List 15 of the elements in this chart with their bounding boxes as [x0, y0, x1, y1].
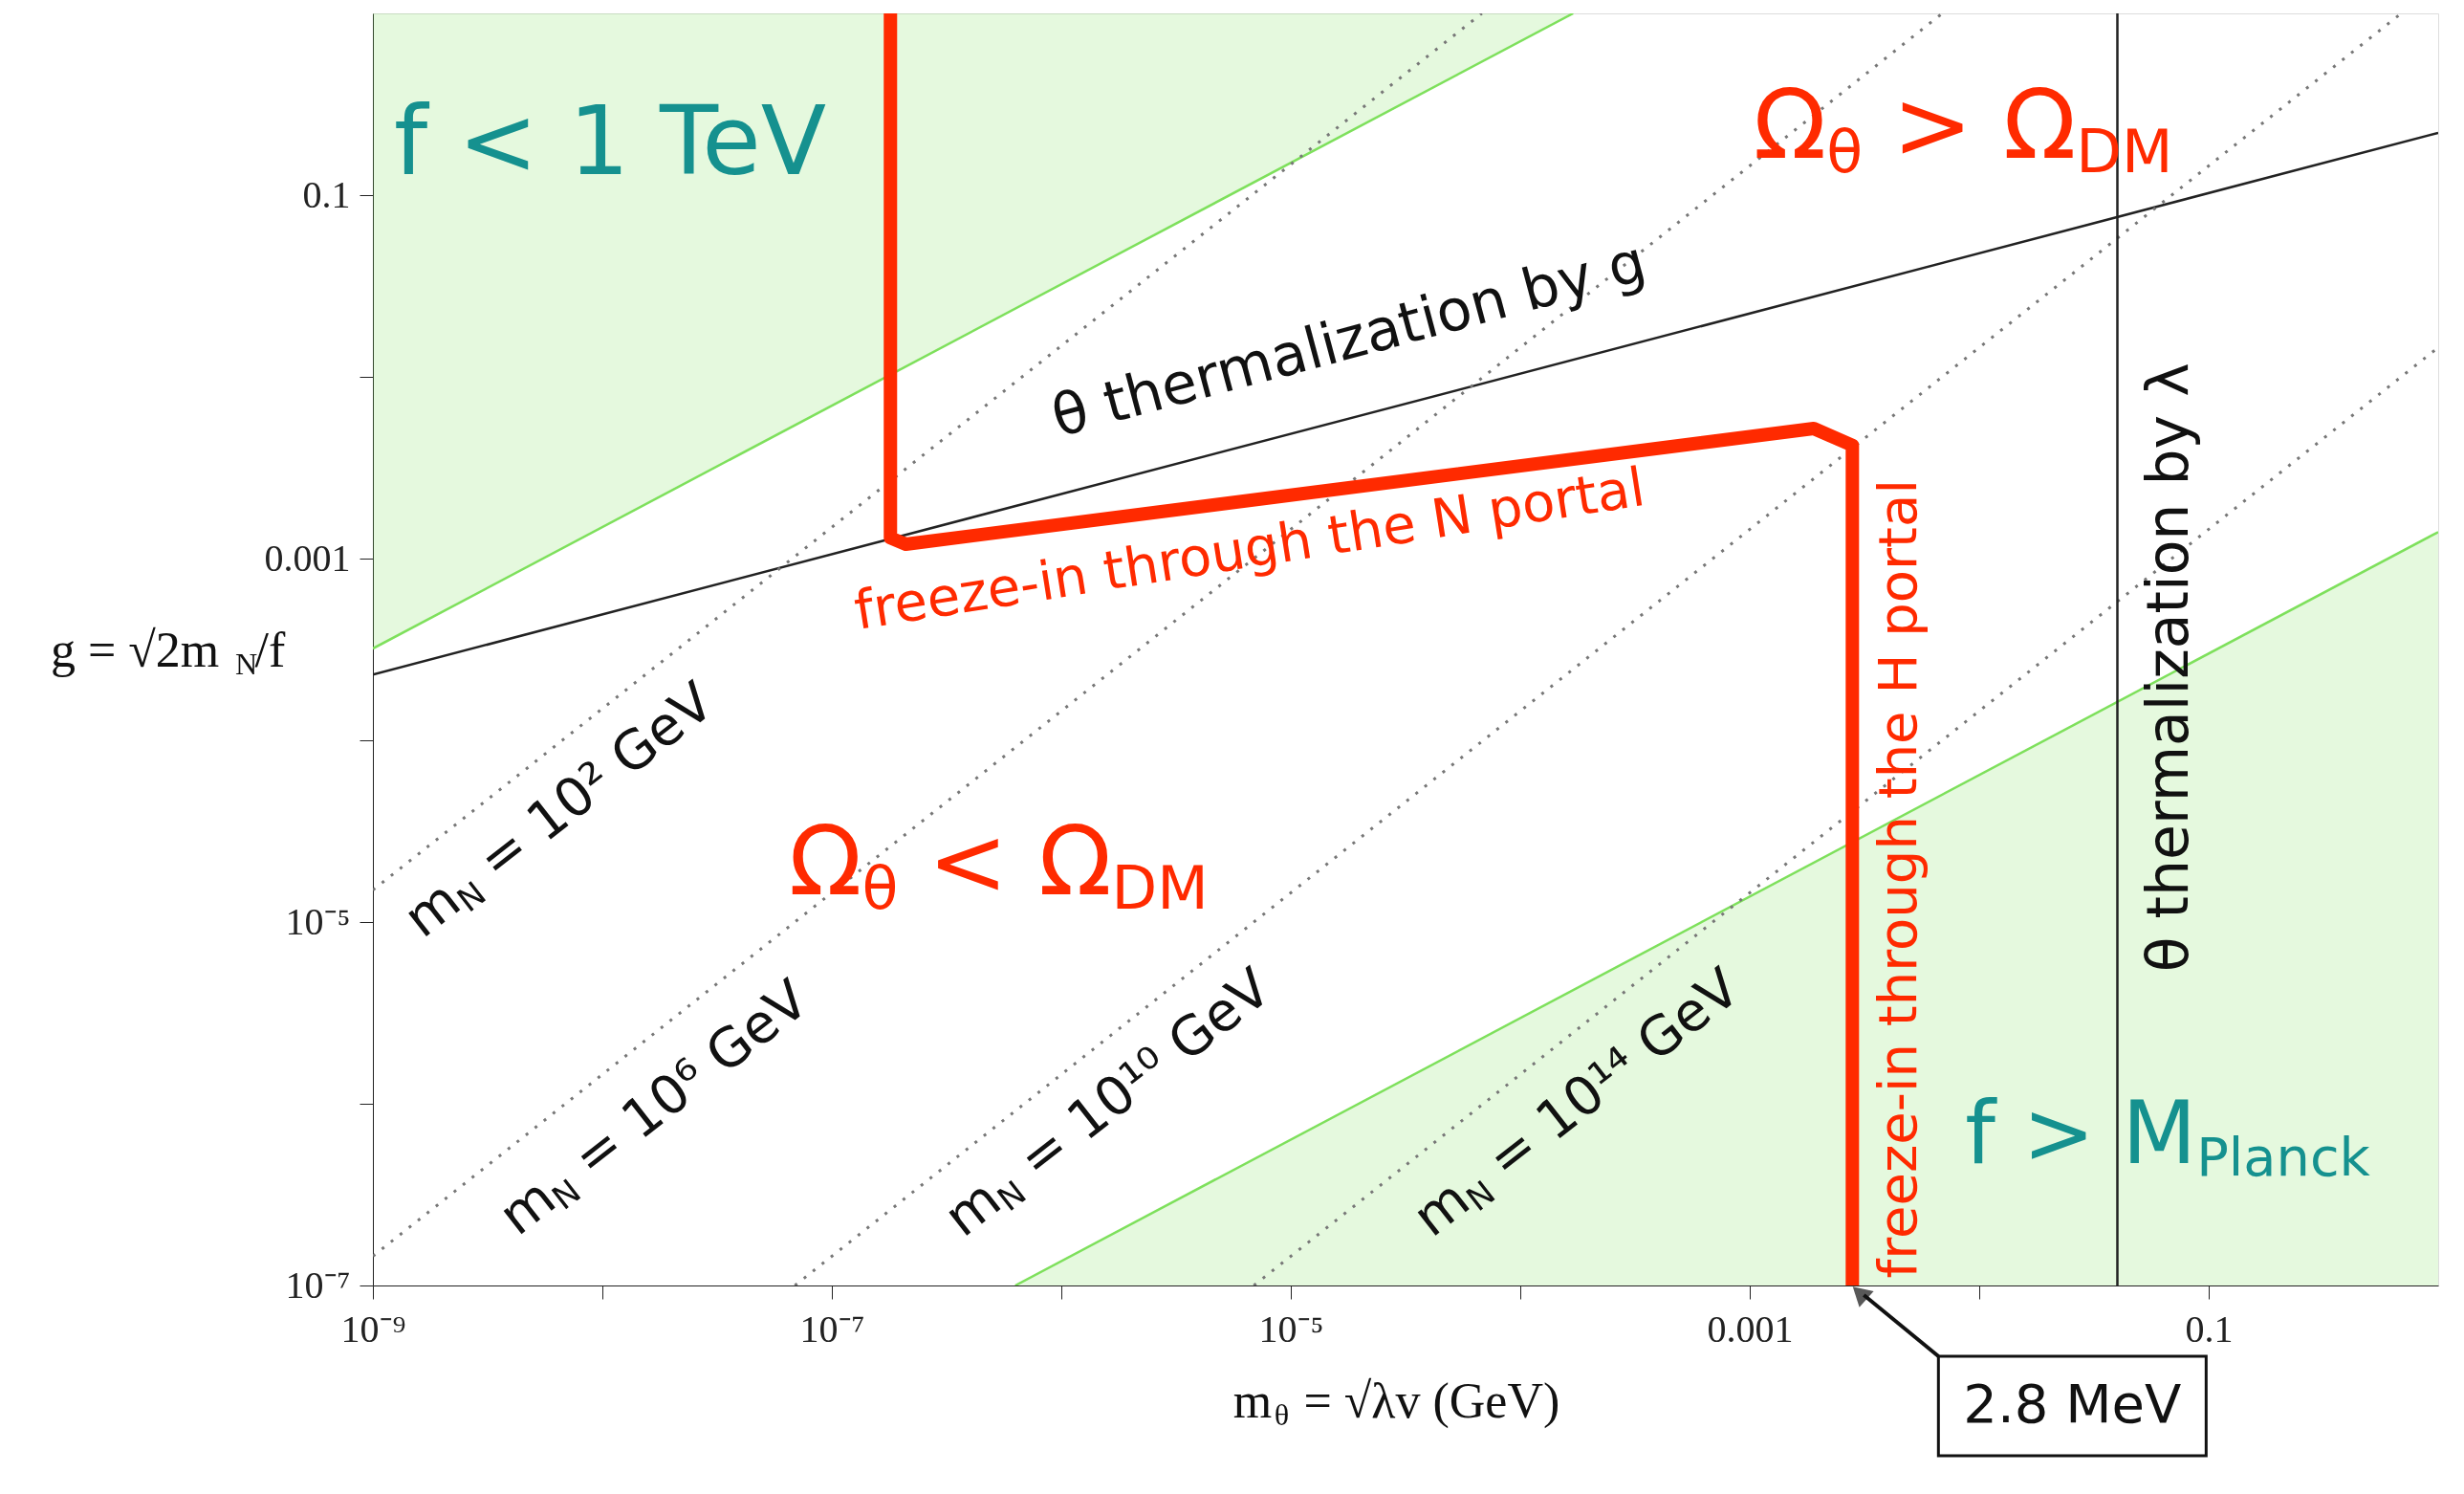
x-tick-label: 10⁻⁵	[1258, 1307, 1324, 1351]
y-tick-label: 0.001	[264, 536, 351, 580]
x-tick-label: 10⁻⁹	[340, 1307, 406, 1351]
y-tick-label: 10⁻⁷	[285, 1263, 351, 1307]
annotation: 2.8 MeV	[1963, 1373, 2182, 1435]
x-tick-label: 0.001	[1707, 1307, 1794, 1351]
annotation: freeze-in through the N portal	[850, 455, 1649, 642]
annotation: mN = 10⁶ GeV	[487, 967, 820, 1247]
x-tick-label: 0.1	[2185, 1307, 2234, 1351]
y-tick-label: 10⁻⁵	[285, 899, 351, 943]
x-tick-label: 10⁻⁷	[799, 1307, 865, 1351]
y-tick-label: 0.1	[302, 172, 351, 216]
annotation: f < 1 TeV	[394, 85, 827, 197]
annotation: freeze-in through the H portal	[1865, 479, 1929, 1279]
annotation: θ thermalization by λ	[2134, 363, 2202, 973]
